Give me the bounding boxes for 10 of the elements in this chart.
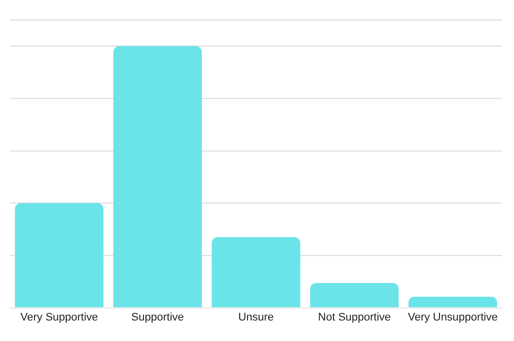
bar [310, 282, 399, 308]
bar [14, 203, 104, 308]
bar [113, 46, 202, 308]
bar [408, 296, 498, 308]
x-tick-label: Very Unsupportive [408, 311, 498, 324]
x-tick-label: Supportive [131, 311, 184, 324]
x-tick-label: Very Supportive [20, 311, 98, 324]
x-tick-label: Unsure [238, 311, 274, 324]
bar [212, 237, 300, 308]
x-tick-label: Not Supportive [318, 311, 391, 324]
